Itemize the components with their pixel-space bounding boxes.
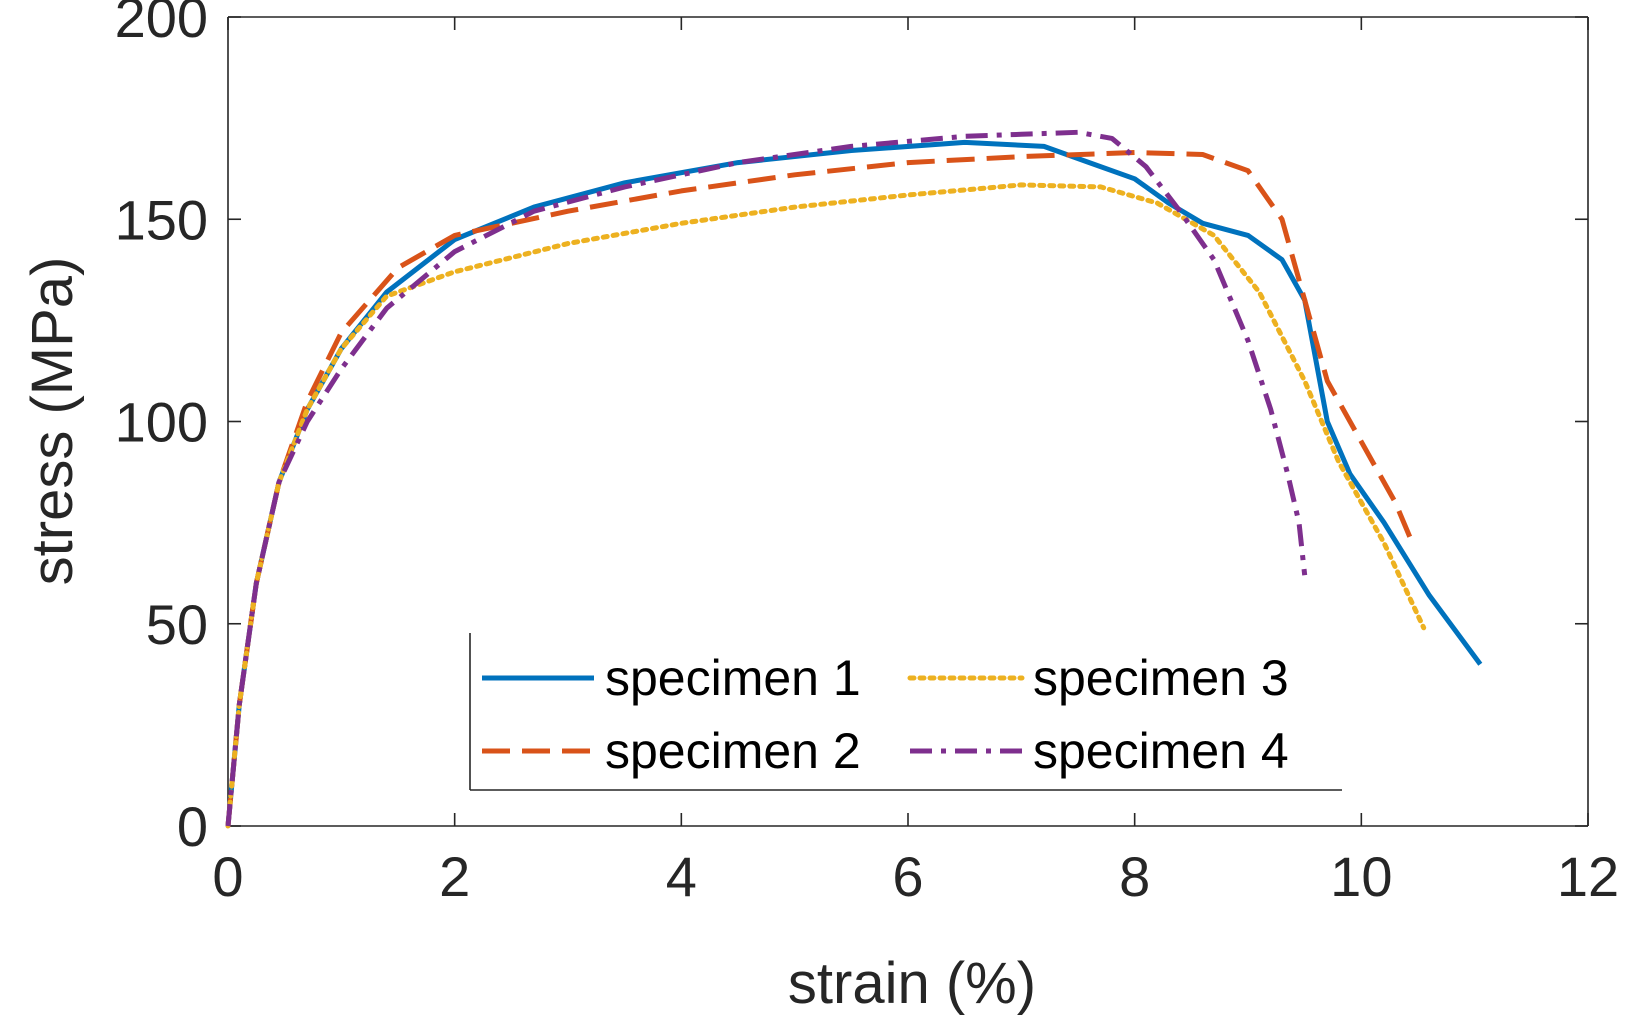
y-tick-label: 200 [115,0,208,49]
legend-box [470,633,1342,790]
series-layer [225,129,1483,829]
legend-label-1: specimen 1 [605,650,861,706]
legend: specimen 1 specimen 3 specimen 2 specimen 4 [469,633,1342,791]
x-tick-label: 4 [666,845,697,908]
y-tick-label: 150 [115,188,208,251]
y-tick-label: 100 [115,391,208,454]
x-tick-label: 0 [212,845,243,908]
x-tick-labels: 0 2 4 6 8 10 12 [212,845,1619,908]
x-tick-label: 12 [1557,845,1619,908]
x-axis-label: strain (%) [788,951,1036,1016]
y-tick-labels: 0 50 100 150 200 [115,0,208,858]
x-tick-label: 8 [1119,845,1150,908]
legend-label-4: specimen 4 [1033,723,1289,779]
legend-label-2: specimen 2 [605,723,861,779]
y-tick-label: 0 [177,795,208,858]
x-tick-label: 6 [892,845,923,908]
legend-label-3: specimen 3 [1033,650,1289,706]
series-line-4 [225,129,1308,827]
y-tick-label: 50 [146,593,208,656]
y-axis-label: stress (MPa) [20,257,85,586]
series-line-2 [225,150,1415,827]
x-tick-label: 2 [439,845,470,908]
x-tick-label: 10 [1330,845,1392,908]
plot-frame [227,16,1589,827]
